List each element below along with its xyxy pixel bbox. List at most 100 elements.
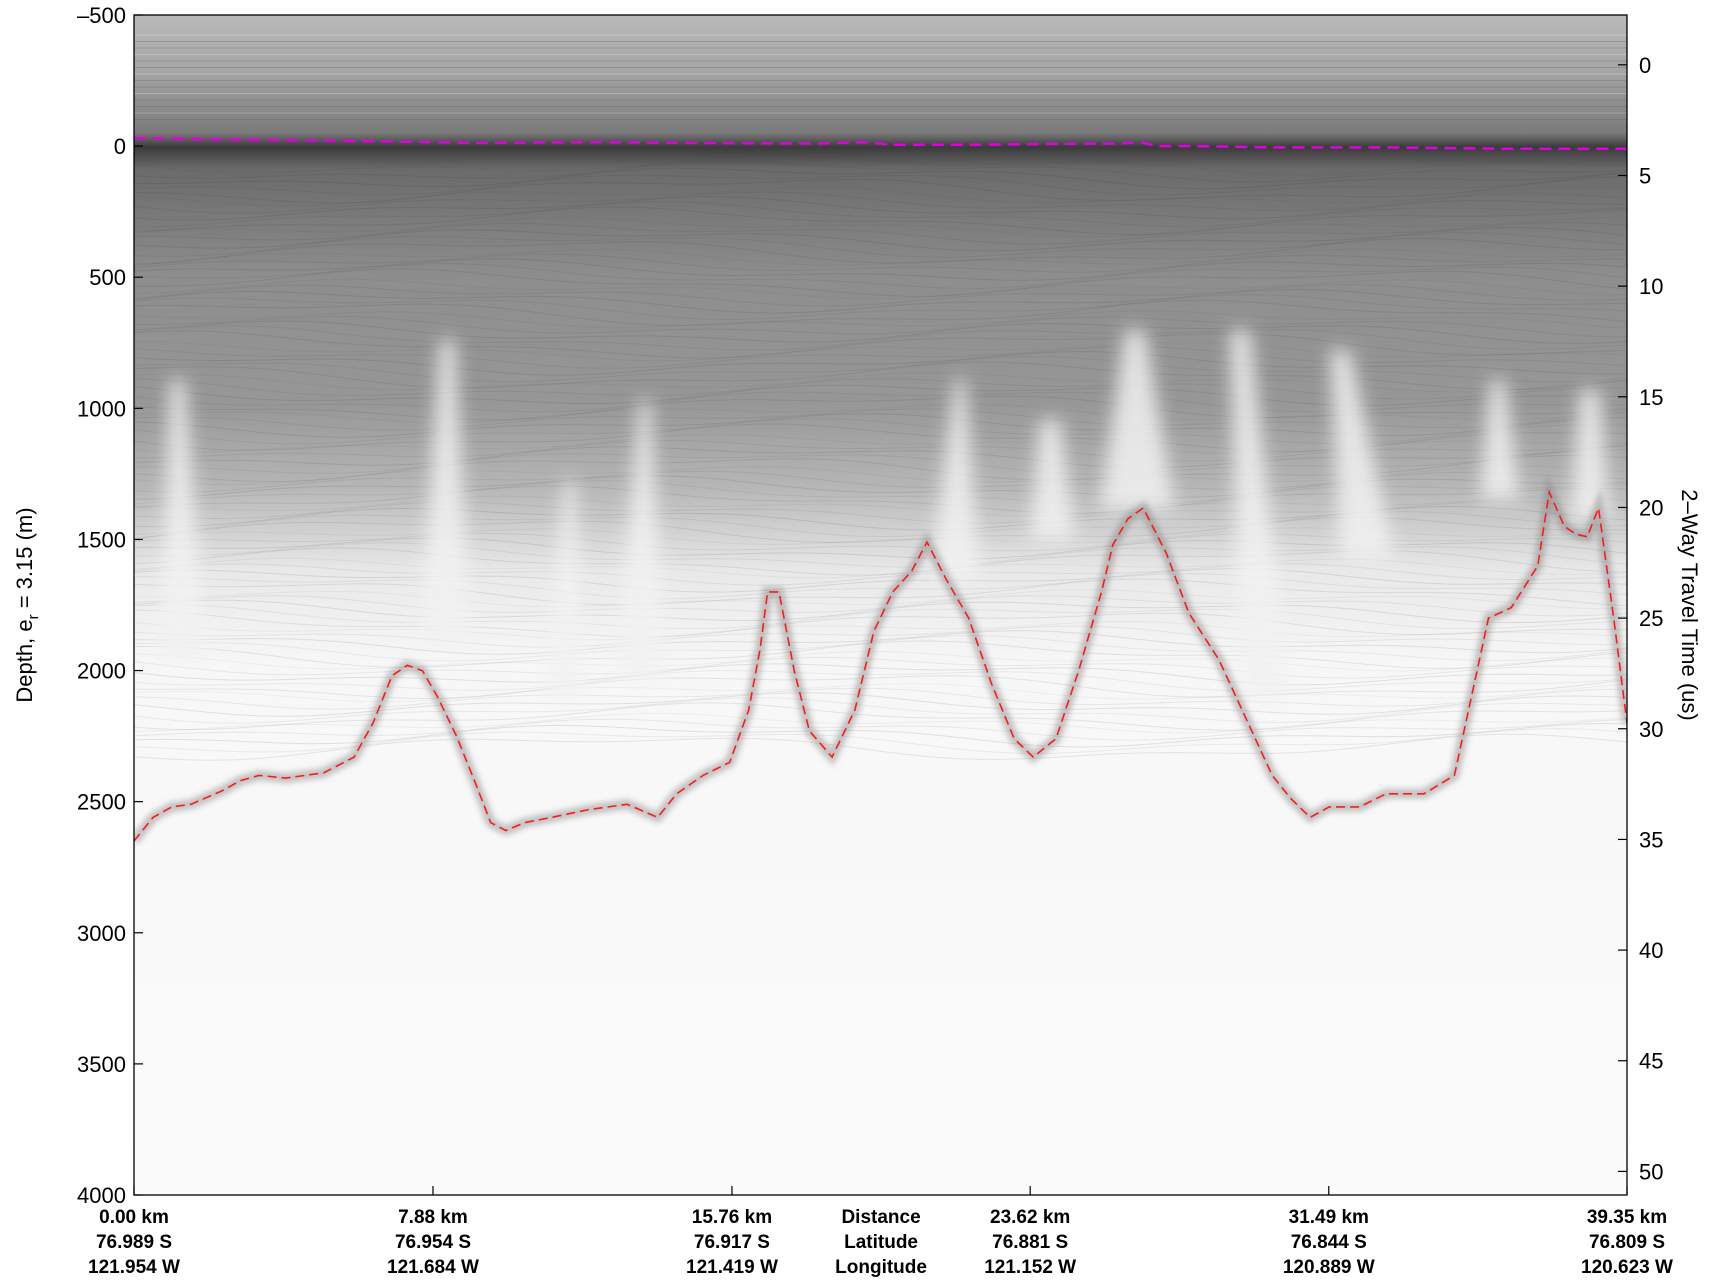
right-tick-label: 25 xyxy=(1639,606,1663,631)
internal-layer-line xyxy=(134,294,1627,321)
internal-layer-line xyxy=(134,418,1627,445)
left-tick-label: 2000 xyxy=(77,659,126,684)
right-tick-label: 15 xyxy=(1639,385,1663,410)
internal-layer-line xyxy=(134,340,1627,362)
internal-layer-line xyxy=(134,315,1627,338)
internal-layer-line xyxy=(134,226,1627,252)
internal-layer-line xyxy=(134,320,1627,344)
internal-layer-line xyxy=(134,372,1627,393)
latitude-label: 76.809 S xyxy=(1589,1232,1665,1253)
internal-layer-line xyxy=(134,325,1627,351)
internal-layer-line xyxy=(134,440,1627,462)
right-tick-label: 30 xyxy=(1639,717,1663,742)
latitude-label: 76.844 S xyxy=(1291,1232,1367,1253)
left-tick-label: 4000 xyxy=(77,1183,126,1208)
internal-layer-line xyxy=(134,433,1627,455)
internal-layer-line xyxy=(134,454,1627,483)
internal-layer-line xyxy=(134,650,1627,672)
internal-layer-line xyxy=(134,728,1627,755)
internal-layer-line xyxy=(134,196,1627,221)
internal-layer-line xyxy=(134,237,1627,265)
radar-image xyxy=(134,15,1627,1195)
left-tick-label: –500 xyxy=(77,3,126,28)
internal-layer-line xyxy=(134,640,1627,669)
internal-layer-line xyxy=(134,232,1627,258)
bed-pick-line xyxy=(134,489,1627,842)
internal-layer-line xyxy=(134,557,1627,579)
longitude-label: 120.623 W xyxy=(1581,1257,1673,1278)
internal-layer-line xyxy=(134,161,1627,183)
internal-layer-line xyxy=(134,201,1627,228)
internal-layer-line xyxy=(134,563,1627,586)
internal-layer-line xyxy=(134,663,1627,686)
internal-layer-line xyxy=(134,346,1627,369)
internal-layer-line xyxy=(134,449,1627,475)
left-tick-label: 0 xyxy=(114,134,126,159)
internal-layer-line xyxy=(134,258,1627,281)
internal-layer-line xyxy=(134,384,1627,407)
internal-layer-line xyxy=(134,268,1627,297)
bright-plumes xyxy=(160,330,1610,700)
distance-label: 23.62 km xyxy=(990,1207,1070,1228)
internal-layer-line xyxy=(134,221,1627,245)
longitude-label: 121.684 W xyxy=(387,1257,479,1278)
internal-layer-line xyxy=(134,167,1627,190)
internal-layer-line xyxy=(134,625,1627,648)
left-tick-label: 3000 xyxy=(77,921,126,946)
internal-layer-line xyxy=(134,635,1627,662)
internal-layer-line xyxy=(134,465,1627,486)
internal-layer-line xyxy=(134,330,1627,359)
left-tick-label: 1000 xyxy=(77,396,126,421)
internal-layer-line xyxy=(134,356,1627,383)
distance-label: 7.88 km xyxy=(398,1207,468,1228)
left-tick-label: 1500 xyxy=(77,527,126,552)
internal-layer-line xyxy=(134,722,1627,748)
internal-layer-line xyxy=(134,310,1627,329)
right-tick-label: 35 xyxy=(1639,827,1663,852)
internal-layer-line xyxy=(134,733,1627,761)
internal-layer-line xyxy=(134,712,1627,734)
internal-layer-line xyxy=(134,413,1627,438)
internal-layer-line xyxy=(134,702,1627,731)
longitude-row-title: Longitude xyxy=(835,1257,927,1278)
right-axis-title: 2–Way Travel Time (us) xyxy=(1677,489,1702,720)
distance-label: 39.35 km xyxy=(1587,1207,1667,1228)
latitude-label: 76.881 S xyxy=(992,1232,1068,1253)
distance-row-title: Distance xyxy=(841,1207,920,1228)
internal-layer-line xyxy=(134,350,1627,376)
internal-layer-line xyxy=(134,391,1627,413)
longitude-label: 121.152 W xyxy=(984,1257,1076,1278)
internal-layer-line xyxy=(134,284,1627,307)
latitude-row-title: Latitude xyxy=(844,1232,918,1253)
right-tick-label: 0 xyxy=(1639,53,1651,78)
internal-layer-line xyxy=(134,278,1627,300)
latitude-label: 76.954 S xyxy=(395,1232,471,1253)
left-axis: –500 0 500 1000 1500 2000 2500 3000 3500 4000 xyxy=(77,3,143,1208)
internal-layer-line xyxy=(134,155,1627,176)
distance-label: 0.00 km xyxy=(99,1207,169,1228)
left-tick-label: 3500 xyxy=(77,1052,126,1077)
left-tick-label: 500 xyxy=(89,265,126,290)
latitude-label: 76.917 S xyxy=(694,1232,770,1253)
internal-layer-line xyxy=(134,186,1627,207)
right-tick-label: 40 xyxy=(1639,938,1663,963)
latitude-label: 76.989 S xyxy=(96,1232,172,1253)
internal-layer-line xyxy=(134,573,1627,600)
internal-layer-line xyxy=(134,361,1627,391)
right-axis: 0 5 10 15 20 25 30 35 40 45 50 xyxy=(1618,53,1663,1184)
internal-layer-line xyxy=(134,378,1627,400)
right-tick-label: 20 xyxy=(1639,495,1663,520)
left-axis-title: Depth, er = 3.15 (m) xyxy=(12,507,42,702)
plot-frame xyxy=(133,14,1628,1196)
right-tick-label: 50 xyxy=(1639,1159,1663,1184)
internal-layer-line xyxy=(134,630,1627,655)
distance-label: 15.76 km xyxy=(692,1207,772,1228)
internal-layer-line xyxy=(134,403,1627,424)
internal-layer-line xyxy=(134,299,1627,327)
right-tick-label: 10 xyxy=(1639,274,1663,299)
longitude-label: 120.889 W xyxy=(1283,1257,1375,1278)
internal-layer-line xyxy=(134,718,1627,741)
internal-layer-line xyxy=(134,288,1627,314)
internal-layer-line xyxy=(134,216,1627,238)
